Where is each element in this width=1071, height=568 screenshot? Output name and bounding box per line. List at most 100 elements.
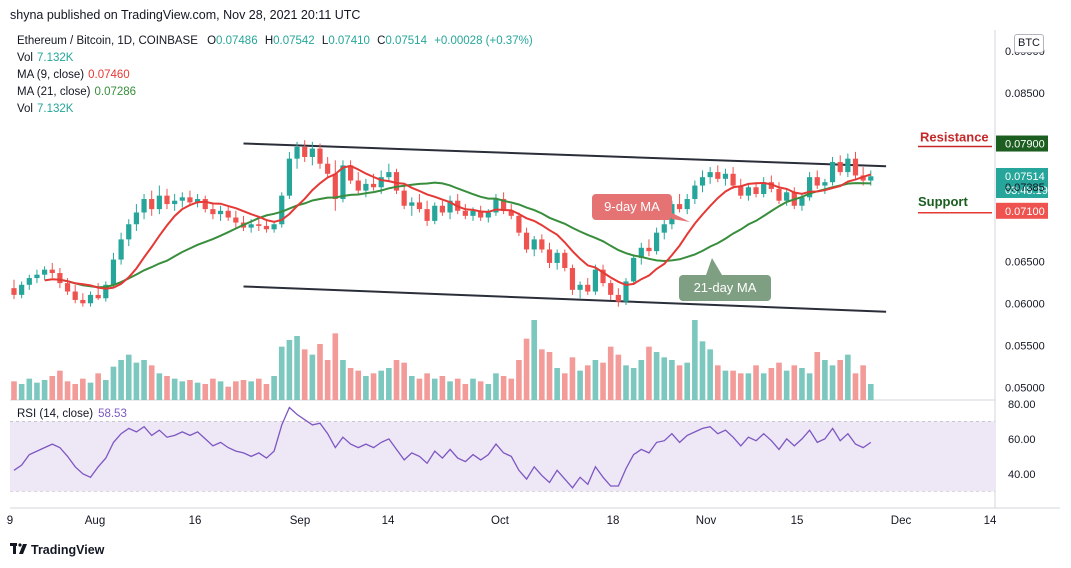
candle-body	[302, 146, 308, 157]
price-label-box	[996, 167, 1048, 198]
ma9-tag-box	[592, 194, 672, 220]
volume-bar	[760, 373, 767, 400]
volume-label: Vol	[17, 52, 33, 64]
candle-body	[378, 177, 384, 188]
volume-bar	[424, 373, 430, 400]
ma9-line	[44, 164, 872, 290]
candle-body	[715, 172, 721, 179]
candle-body	[868, 176, 874, 181]
candle-body	[256, 224, 262, 226]
ma21-tag-box	[679, 275, 771, 301]
rsi-band	[10, 421, 995, 492]
volume-bar	[11, 381, 17, 400]
volume-bar	[776, 362, 782, 400]
close-label: C	[377, 35, 386, 47]
volume-bar	[87, 382, 94, 400]
price-label-text: 0.07385	[1005, 182, 1045, 194]
volume-bar	[737, 373, 744, 400]
candle-body	[829, 162, 836, 183]
candle-body	[814, 177, 820, 186]
volume-bar	[584, 365, 591, 400]
ma9-label: MA (9, close)	[17, 69, 85, 81]
volume-bar	[539, 349, 545, 400]
candle-body	[493, 199, 499, 213]
time-tick-label: Dec	[891, 515, 912, 527]
volume-bar	[783, 370, 790, 400]
ma9-legend: MA (9, close) 0.07460	[17, 69, 130, 81]
candle-body	[348, 165, 354, 181]
price-label-text: 0.07100	[1005, 206, 1045, 218]
candle-body	[516, 215, 522, 233]
candle-body	[707, 172, 713, 178]
volume-legend-2: Vol 7.132K	[17, 103, 73, 115]
volume-bar	[676, 365, 683, 400]
volume-bar	[26, 378, 33, 400]
price-label-box	[996, 135, 1048, 152]
candle-body	[784, 192, 790, 201]
ma21-label: MA (21, close)	[17, 86, 91, 98]
candle-body	[416, 202, 423, 210]
candle-body	[478, 210, 484, 218]
candle-body	[172, 200, 178, 205]
volume-bar	[148, 365, 155, 400]
price-axis: 0.090000.085000.075000.065000.060000.055…	[996, 46, 1048, 394]
candle-body	[753, 187, 759, 194]
change-value: +0.00028 (+0.37%)	[434, 35, 533, 47]
time-axis: 9 Aug 16 Sep 14 Oct 18 Nov 15 Dec 14	[7, 515, 997, 527]
candle-body	[271, 224, 277, 230]
volume-bar	[347, 368, 354, 400]
candle-body	[103, 284, 109, 299]
price-label-text: 0.07900	[1005, 139, 1045, 151]
volume-bar	[332, 333, 339, 400]
volume-bar	[225, 386, 231, 400]
candle-body	[118, 239, 124, 260]
candle-body	[11, 288, 17, 295]
candle-body	[501, 199, 507, 211]
candle-body	[661, 224, 667, 233]
volume-bar	[630, 368, 637, 400]
volume-bar	[401, 362, 407, 400]
candle-body	[462, 210, 468, 216]
candle-body	[508, 210, 514, 216]
volume-bar	[301, 349, 308, 400]
rsi-tick-label: 40.00	[1008, 469, 1036, 481]
candle-body	[202, 199, 208, 210]
volume-bar	[577, 370, 583, 400]
candle-body	[263, 225, 270, 230]
volume-bar	[294, 336, 300, 400]
candle-body	[156, 195, 162, 210]
volume-bar	[493, 373, 499, 400]
candle-body	[807, 177, 813, 198]
volume-bar	[248, 381, 254, 400]
currency-button[interactable]: BTC	[1014, 34, 1044, 53]
candle-body	[562, 252, 568, 268]
rsi-tick-label: 80.00	[1008, 399, 1036, 411]
volume-bar	[194, 382, 201, 400]
support-label: Support	[918, 194, 968, 209]
time-tick-label: 14	[382, 515, 395, 527]
tradingview-logo-icon	[10, 543, 27, 554]
volume-bar	[638, 360, 645, 400]
rsi-axis: 80.00 60.00 40.00	[1008, 399, 1036, 481]
volume-bar	[791, 365, 798, 400]
volume-bar	[324, 360, 331, 400]
volume-bars	[11, 320, 874, 400]
volume-bar	[768, 368, 775, 400]
candle-body	[286, 158, 292, 196]
candle-body	[447, 200, 453, 213]
high-value: 0.07542	[273, 35, 315, 47]
volume-bar	[439, 376, 446, 400]
volume-bar	[309, 354, 316, 400]
volume-bar	[730, 370, 736, 400]
candle-body	[600, 269, 606, 284]
channel-lower-line	[243, 285, 887, 313]
volume-bar	[814, 352, 821, 400]
candle-body	[577, 284, 583, 290]
candle-body	[692, 185, 698, 200]
volume-bar	[623, 365, 629, 400]
candle-body	[646, 247, 652, 252]
candle-body	[64, 283, 71, 292]
volume-bar	[837, 360, 843, 400]
price-tick-label: 0.05500	[1005, 340, 1045, 352]
